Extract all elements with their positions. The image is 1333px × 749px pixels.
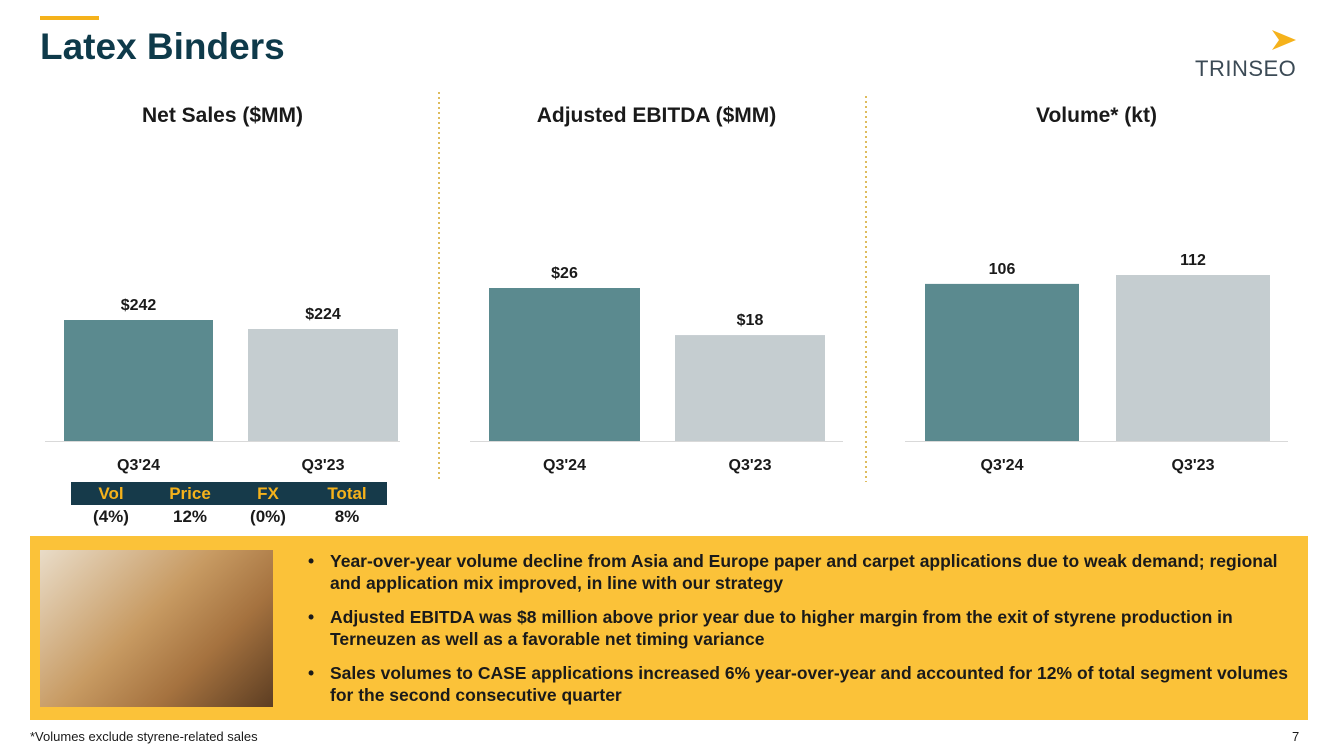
- bridge-header-cell: Vol: [98, 483, 124, 503]
- price-volume-bridge: Vol Price FX Total (4%) 12% (0%) 8%: [71, 482, 387, 528]
- data-label: 112: [1180, 252, 1206, 269]
- highlights-box: Year-over-year volume decline from Asia …: [30, 536, 1308, 720]
- data-label: 106: [989, 261, 1016, 278]
- chart-title: Volume* (kt): [1036, 104, 1157, 127]
- slide-title: Latex Binders: [40, 26, 285, 67]
- charts: Net Sales ($MM) $242 Q3'24 $224 Q3'23 Adjuste…: [45, 92, 1288, 482]
- data-label: $18: [737, 312, 764, 329]
- bullet-list: Year-over-year volume decline from Asia …: [308, 550, 1298, 718]
- logo-icon: [1272, 30, 1296, 50]
- chart-title: Net Sales ($MM): [142, 104, 303, 127]
- footnote: *Volumes exclude styrene-related sales: [30, 729, 258, 744]
- bridge-value-cell: (4%): [93, 506, 129, 526]
- title-accent: [40, 16, 99, 20]
- data-label: $26: [551, 265, 578, 282]
- bullet: Year-over-year volume decline from Asia …: [308, 550, 1298, 594]
- bridge-value-cell: 8%: [334, 506, 360, 526]
- x-tick-label: Q3'24: [543, 457, 586, 474]
- x-tick-label: Q3'23: [729, 457, 772, 474]
- x-tick-label: Q3'24: [117, 457, 160, 474]
- bridge-header-cell: Price: [169, 483, 211, 503]
- bullet: Sales volumes to CASE applications incre…: [308, 662, 1298, 706]
- data-label: $242: [121, 297, 157, 314]
- bridge-header: Vol Price FX Total: [71, 482, 387, 505]
- bridge-value-cell: 12%: [172, 506, 208, 526]
- x-tick-label: Q3'24: [981, 457, 1024, 474]
- bar: [489, 288, 640, 441]
- bridge-value-cell: (0%): [250, 506, 286, 526]
- logo: TRINSEO: [1195, 56, 1297, 81]
- bridge-values: (4%) 12% (0%) 8%: [71, 505, 387, 528]
- x-tick-label: Q3'23: [1172, 457, 1215, 474]
- photo: [40, 550, 273, 707]
- bar: [675, 335, 825, 441]
- bullet: Adjusted EBITDA was $8 million above pri…: [308, 606, 1298, 650]
- chart-title: Adjusted EBITDA ($MM): [537, 104, 777, 127]
- x-tick-label: Q3'23: [302, 457, 345, 474]
- page-number: 7: [1292, 729, 1300, 744]
- data-label: $224: [305, 306, 341, 323]
- bar: [64, 320, 213, 441]
- bridge-header-cell: FX: [257, 483, 279, 503]
- bar: [1116, 275, 1270, 441]
- bar: [248, 329, 398, 441]
- bridge-header-cell: Total: [327, 483, 367, 503]
- bar: [925, 283, 1079, 441]
